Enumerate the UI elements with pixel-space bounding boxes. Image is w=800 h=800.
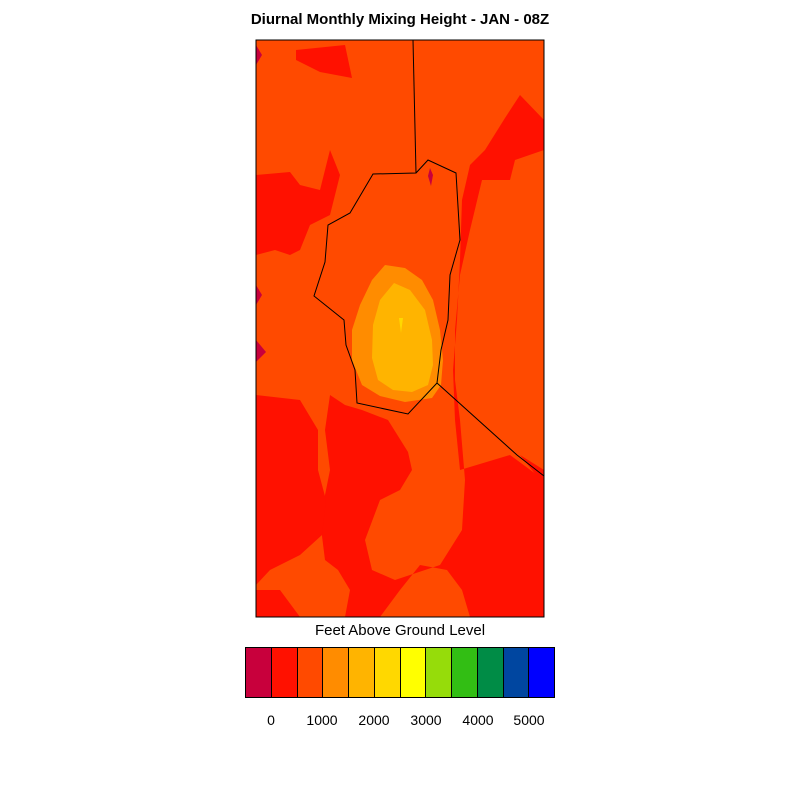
contour-region-crimson-1 bbox=[256, 45, 262, 65]
legend-swatch bbox=[349, 648, 375, 697]
map-title: Diurnal Monthly Mixing Height - JAN - 08… bbox=[250, 11, 550, 28]
boundary-southeast-line bbox=[436, 382, 545, 477]
legend-title: Feet Above Ground Level bbox=[314, 622, 486, 639]
boundary-north-line bbox=[412, 39, 417, 174]
color-legend-bar bbox=[245, 647, 555, 698]
contour-region-crimson-2 bbox=[256, 285, 262, 305]
legend-tick-label: 4000 bbox=[462, 712, 494, 728]
contour-region-dark-red-north bbox=[296, 45, 352, 78]
contour-region-crimson-3 bbox=[256, 340, 266, 362]
legend-swatch bbox=[246, 648, 272, 697]
legend-tick-label: 2000 bbox=[358, 712, 390, 728]
legend-swatch bbox=[297, 648, 324, 697]
legend-tick-label: 0 bbox=[267, 712, 275, 728]
contour-region-crimson-4 bbox=[428, 168, 433, 186]
legend-tick-label: 3000 bbox=[410, 712, 442, 728]
contour-region-dark-red-southwest bbox=[256, 590, 300, 617]
plot-frame bbox=[255, 39, 545, 618]
contour-region-yellow-spot bbox=[399, 318, 403, 333]
legend-swatch bbox=[271, 648, 298, 697]
legend-swatch bbox=[323, 648, 349, 697]
legend-swatch bbox=[374, 648, 401, 697]
legend-swatch bbox=[529, 648, 554, 697]
state-boundaries bbox=[313, 39, 545, 477]
contour-region-amber bbox=[372, 283, 433, 392]
legend-swatch bbox=[400, 648, 427, 697]
boundary-outline bbox=[313, 159, 461, 415]
contour-region-dark-red bbox=[320, 40, 544, 617]
legend-swatch bbox=[477, 648, 504, 697]
legend-swatch bbox=[426, 648, 452, 697]
contour-region-dark-red-west bbox=[256, 395, 326, 585]
legend-tick-label: 5000 bbox=[513, 712, 545, 728]
legend-tick-label: 1000 bbox=[306, 712, 338, 728]
legend-swatch bbox=[503, 648, 530, 697]
contour-region-dark-red-west-top bbox=[256, 150, 340, 255]
legend-swatch bbox=[452, 648, 478, 697]
